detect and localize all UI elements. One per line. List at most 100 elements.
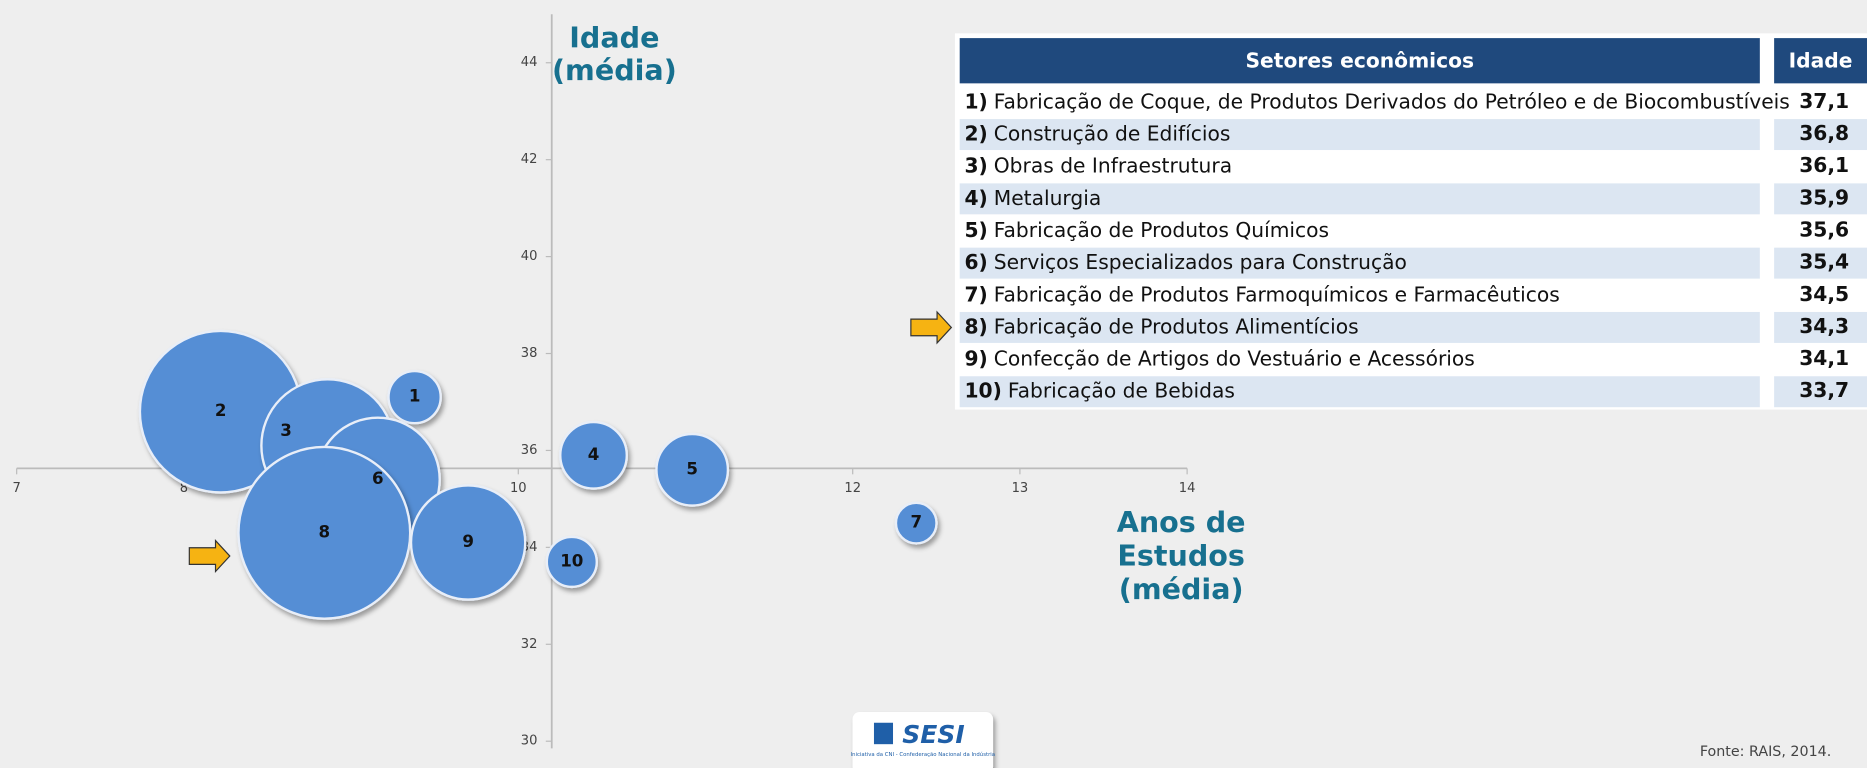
row-name: Fabricação de Produtos Alimentícios [994, 314, 1359, 338]
bubble [387, 369, 442, 425]
bubble [559, 420, 628, 490]
row-bg [1774, 247, 1867, 279]
row-bg [1774, 311, 1867, 343]
row-bg [959, 279, 1760, 311]
header-cell [1774, 38, 1867, 84]
bubble-label: 10 [560, 551, 583, 570]
x-tick-label: 8 [180, 481, 188, 496]
row-text: 5) Fabricação de Produtos Químicos [964, 217, 1329, 241]
table: Setores econômicos Idade 1) Fabricação de C… [954, 33, 1867, 410]
x-axis-title: Estudos [1117, 539, 1245, 573]
row-name: Fabricação de Bebidas [1008, 378, 1235, 402]
row-value: 34,5 [1799, 282, 1849, 306]
y-axis-title: Idade [569, 21, 659, 55]
row-number: 9) [964, 346, 987, 370]
row-number: 5) [964, 217, 987, 241]
row-text: 8) Fabricação de Produtos Alimentícios [964, 314, 1358, 338]
y-tick-label: 40 [521, 249, 538, 264]
arrow [910, 310, 953, 345]
row-name: Obras de Infraestrutura [994, 153, 1232, 177]
bubble [894, 501, 938, 545]
row-bg [1774, 151, 1867, 183]
row-name: Fabricação de Produtos Farmoquímicos e F… [994, 282, 1560, 306]
y-tick-label: 38 [521, 346, 538, 361]
row-name: Metalurgia [994, 185, 1102, 209]
source: Fonte: RAIS, 2014. [1700, 744, 1831, 760]
row-text: 6) Serviços Especializados para Construçã… [964, 250, 1406, 274]
row-name: Fabricação de Produtos Químicos [994, 217, 1329, 241]
row-bg [1774, 344, 1867, 376]
bubble-label: 6 [372, 469, 384, 488]
row-bg [959, 344, 1760, 376]
row-value: 34,1 [1799, 346, 1849, 370]
row-value: 37,1 [1799, 89, 1849, 113]
logo-tagline: Iniciativa da CNI - Confederação Naciona… [851, 751, 996, 758]
bubble-label: 1 [409, 387, 421, 406]
row-bg [959, 247, 1760, 279]
bubble-label: 4 [588, 445, 600, 464]
bubble-label: 3 [280, 421, 292, 440]
bubble [655, 432, 730, 507]
x-tick-label: 12 [844, 481, 861, 496]
row-value: 36,1 [1799, 153, 1849, 177]
y-tick-label: 30 [521, 734, 538, 749]
row-text: 2) Construção de Edifícios [964, 121, 1230, 145]
row-number: 1) [964, 89, 987, 113]
arrow [188, 539, 231, 574]
row-text: 1) Fabricação de Coque, de Produtos Deriv… [964, 89, 1789, 113]
logo-icon [873, 722, 894, 745]
row-bg [959, 86, 1760, 118]
bubble [545, 535, 598, 589]
row-bg [959, 311, 1760, 343]
x-tick-label: 7 [13, 481, 21, 496]
row-bg [959, 183, 1760, 215]
y-tick-label: 42 [521, 152, 538, 167]
row-bg [1774, 215, 1867, 247]
row-name: Confecção de Artigos do Vestuário e Aces… [994, 346, 1475, 370]
bubble-chart: 78910111213143032343638404244Idade(média… [13, 14, 1246, 749]
header-text: Idade [1789, 48, 1853, 72]
row-bg [1774, 183, 1867, 215]
x-axis-title: Anos de [1117, 505, 1246, 539]
bubble-label: 8 [319, 522, 331, 541]
row-number: 4) [964, 185, 987, 209]
row-number: 2) [964, 121, 987, 145]
row-number: 7) [964, 282, 987, 306]
row-name: Fabricação de Coque, de Produtos Derivad… [994, 89, 1790, 113]
x-tick-label: 10 [510, 481, 527, 496]
row-value: 35,4 [1799, 250, 1849, 274]
y-tick-label: 44 [521, 55, 538, 70]
header-text: Setores econômicos [1245, 48, 1474, 72]
row-bg [959, 376, 1760, 408]
logo: SESI Iniciativa da CNI - Confederação Na… [851, 712, 996, 768]
bubble-label: 5 [686, 459, 698, 478]
row-text: 10) Fabricação de Bebidas [964, 378, 1235, 402]
row-value: 35,6 [1799, 217, 1849, 241]
row-bg [959, 119, 1760, 151]
row-value: 35,9 [1799, 185, 1849, 209]
row-number: 8) [964, 314, 987, 338]
bubble [409, 484, 527, 601]
bubble [237, 445, 412, 620]
x-tick-label: 13 [1012, 481, 1029, 496]
bubble-label: 9 [462, 532, 474, 551]
logo-text: SESI [902, 720, 964, 749]
bubble-label: 2 [215, 401, 227, 420]
row-bg [959, 151, 1760, 183]
row-text: 4) Metalurgia [964, 185, 1101, 209]
y-tick-label: 36 [521, 443, 538, 458]
row-value: 36,8 [1799, 121, 1849, 145]
row-value: 34,3 [1799, 314, 1849, 338]
row-value: 33,7 [1799, 378, 1849, 402]
row-bg [1774, 376, 1867, 408]
row-number: 3) [964, 153, 987, 177]
y-tick-label: 32 [521, 637, 538, 652]
header-cell [959, 38, 1760, 84]
x-axis-title: (média) [1119, 572, 1244, 606]
row-number: 6) [964, 250, 987, 274]
row-bg [959, 215, 1760, 247]
row-text: 7) Fabricação de Produtos Farmoquímicos e… [964, 282, 1559, 306]
row-number: 10) [964, 378, 1001, 402]
row-bg [1774, 279, 1867, 311]
